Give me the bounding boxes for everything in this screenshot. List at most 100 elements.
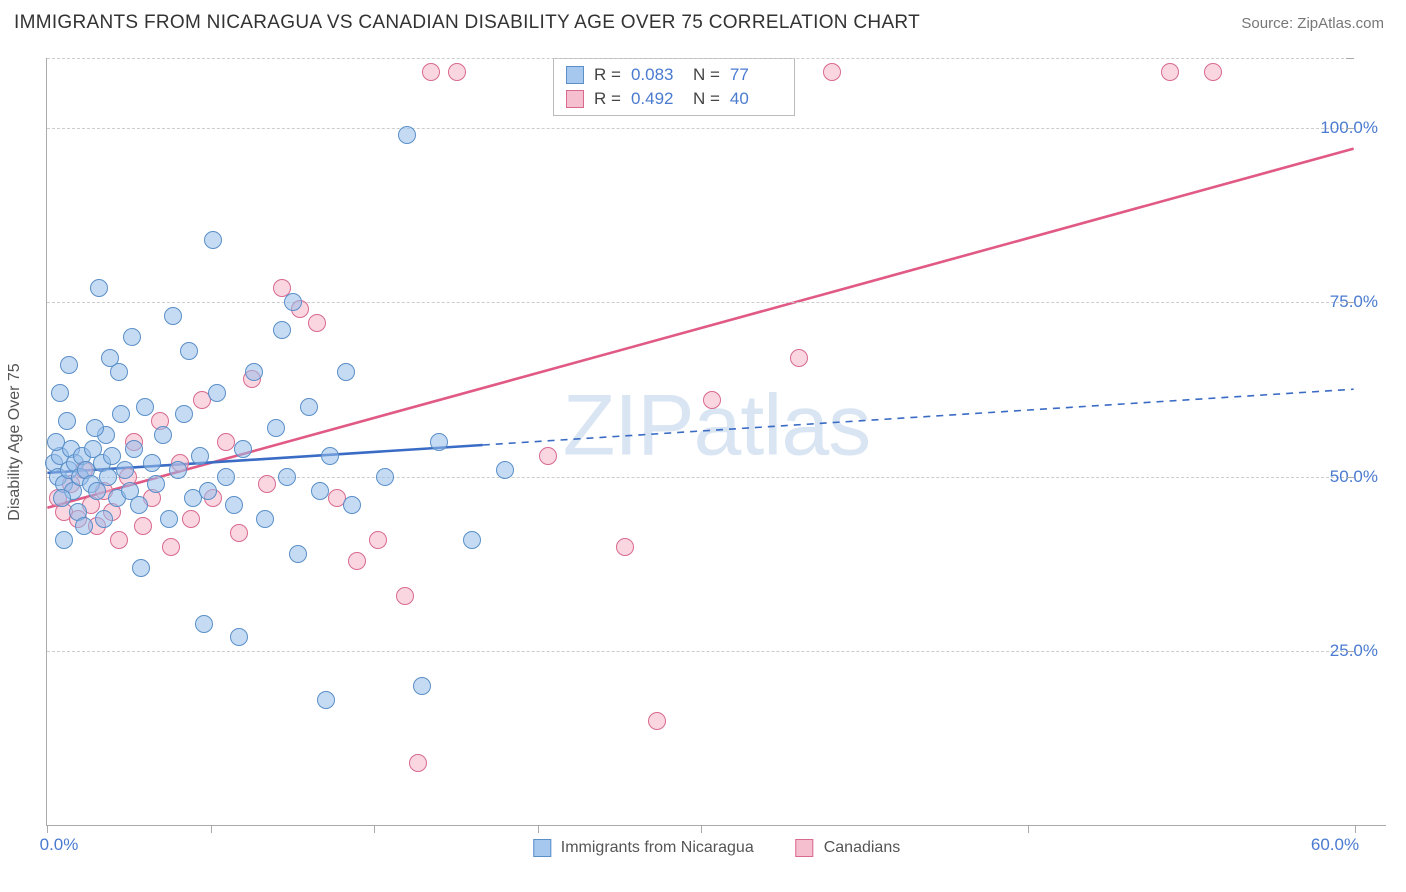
scatter-marker-blue bbox=[273, 321, 291, 339]
scatter-marker-blue bbox=[208, 384, 226, 402]
scatter-marker-blue bbox=[136, 398, 154, 416]
x-tick bbox=[374, 825, 375, 833]
x-tick bbox=[211, 825, 212, 833]
scatter-marker-blue bbox=[164, 307, 182, 325]
scatter-marker-blue bbox=[101, 349, 119, 367]
chart-source: Source: ZipAtlas.com bbox=[1241, 15, 1384, 32]
scatter-marker-blue bbox=[143, 454, 161, 472]
scatter-marker-blue bbox=[58, 412, 76, 430]
scatter-marker-blue bbox=[267, 419, 285, 437]
scatter-marker-blue bbox=[55, 531, 73, 549]
scatter-marker-blue bbox=[47, 433, 65, 451]
scatter-marker-pink bbox=[422, 63, 440, 81]
y-tick-right bbox=[1346, 302, 1354, 303]
stat-r-value: 0.083 bbox=[631, 65, 683, 85]
scatter-marker-blue bbox=[175, 405, 193, 423]
scatter-marker-pink bbox=[1204, 63, 1222, 81]
scatter-marker-blue bbox=[398, 126, 416, 144]
scatter-marker-pink bbox=[162, 538, 180, 556]
y-tick-right bbox=[1346, 58, 1354, 59]
scatter-marker-blue bbox=[284, 293, 302, 311]
pink-swatch-icon bbox=[796, 839, 814, 857]
scatter-marker-blue bbox=[95, 510, 113, 528]
scatter-marker-pink bbox=[648, 712, 666, 730]
scatter-marker-pink bbox=[134, 517, 152, 535]
stat-r-label: R = bbox=[594, 65, 621, 85]
scatter-marker-pink bbox=[230, 524, 248, 542]
stats-row: R = 0.083 N = 77 bbox=[566, 63, 782, 87]
scatter-marker-blue bbox=[430, 433, 448, 451]
gridline bbox=[47, 128, 1354, 129]
y-tick-right bbox=[1346, 128, 1354, 129]
scatter-marker-pink bbox=[182, 510, 200, 528]
scatter-marker-blue bbox=[376, 468, 394, 486]
x-tick bbox=[538, 825, 539, 833]
scatter-marker-pink bbox=[703, 391, 721, 409]
scatter-marker-blue bbox=[321, 447, 339, 465]
scatter-marker-pink bbox=[110, 531, 128, 549]
scatter-marker-blue bbox=[311, 482, 329, 500]
scatter-marker-pink bbox=[348, 552, 366, 570]
scatter-marker-blue bbox=[125, 440, 143, 458]
scatter-marker-pink bbox=[448, 63, 466, 81]
scatter-marker-blue bbox=[130, 496, 148, 514]
stats-legend-box: R = 0.083 N = 77 R = 0.492 N = 40 bbox=[553, 58, 795, 116]
scatter-marker-pink bbox=[396, 587, 414, 605]
scatter-marker-blue bbox=[496, 461, 514, 479]
scatter-marker-blue bbox=[86, 419, 104, 437]
scatter-marker-blue bbox=[199, 482, 217, 500]
scatter-marker-blue bbox=[278, 468, 296, 486]
scatter-marker-blue bbox=[413, 677, 431, 695]
scatter-marker-blue bbox=[289, 545, 307, 563]
scatter-marker-pink bbox=[616, 538, 634, 556]
y-tick-right bbox=[1346, 477, 1354, 478]
source-label: Source: bbox=[1241, 15, 1293, 32]
pink-swatch-icon bbox=[566, 90, 584, 108]
scatter-marker-blue bbox=[256, 510, 274, 528]
x-tick bbox=[1355, 825, 1356, 833]
y-tick-right bbox=[1346, 651, 1354, 652]
blue-swatch-icon bbox=[566, 66, 584, 84]
scatter-marker-blue bbox=[147, 475, 165, 493]
scatter-marker-blue bbox=[225, 496, 243, 514]
x-tick bbox=[47, 825, 48, 833]
scatter-marker-blue bbox=[132, 559, 150, 577]
scatter-marker-blue bbox=[60, 356, 78, 374]
scatter-marker-blue bbox=[204, 231, 222, 249]
legend-item: Canadians bbox=[796, 839, 901, 857]
scatter-marker-blue bbox=[234, 440, 252, 458]
bottom-legend: Immigrants from Nicaragua Canadians bbox=[533, 839, 900, 857]
stat-r-label: R = bbox=[594, 89, 621, 109]
scatter-marker-blue bbox=[343, 496, 361, 514]
scatter-marker-blue bbox=[300, 398, 318, 416]
scatter-marker-pink bbox=[1161, 63, 1179, 81]
scatter-marker-blue bbox=[51, 384, 69, 402]
scatter-marker-blue bbox=[337, 363, 355, 381]
scatter-marker-pink bbox=[258, 475, 276, 493]
legend-label: Canadians bbox=[824, 839, 901, 857]
scatter-marker-blue bbox=[160, 510, 178, 528]
chart-title: IMMIGRANTS FROM NICARAGUA VS CANADIAN DI… bbox=[14, 12, 920, 34]
blue-swatch-icon bbox=[533, 839, 551, 857]
scatter-marker-blue bbox=[53, 489, 71, 507]
scatter-marker-blue bbox=[230, 628, 248, 646]
scatter-marker-blue bbox=[217, 468, 235, 486]
scatter-marker-blue bbox=[317, 691, 335, 709]
x-tick-label: 0.0% bbox=[40, 835, 79, 855]
scatter-marker-blue bbox=[463, 531, 481, 549]
scatter-marker-blue bbox=[180, 342, 198, 360]
scatter-marker-blue bbox=[245, 363, 263, 381]
scatter-marker-pink bbox=[217, 433, 235, 451]
scatter-marker-blue bbox=[75, 517, 93, 535]
scatter-marker-blue bbox=[154, 426, 172, 444]
scatter-marker-pink bbox=[539, 447, 557, 465]
chart-header: IMMIGRANTS FROM NICARAGUA VS CANADIAN DI… bbox=[0, 0, 1406, 42]
stats-row: R = 0.492 N = 40 bbox=[566, 87, 782, 111]
scatter-marker-blue bbox=[191, 447, 209, 465]
scatter-marker-pink bbox=[823, 63, 841, 81]
trend-line bbox=[483, 389, 1354, 445]
scatter-marker-blue bbox=[99, 468, 117, 486]
legend-item: Immigrants from Nicaragua bbox=[533, 839, 754, 857]
stat-n-value: 40 bbox=[730, 89, 782, 109]
stat-n-label: N = bbox=[693, 89, 720, 109]
